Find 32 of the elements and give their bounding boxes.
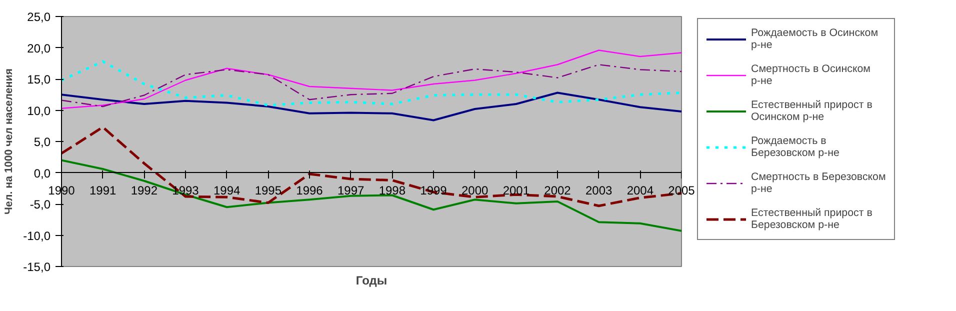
y-tick-label: -5,0 [30,198,51,212]
y-axis-title: Чел. на 1000 чел населения [3,68,16,214]
x-axis-title: Годы [356,274,388,288]
x-tick-label: 2004 [626,184,654,198]
y-tick-label: -15,0 [23,260,51,274]
x-tick-label: 1996 [296,184,324,198]
legend-label: Смертность в Осинском р-не [751,63,870,87]
y-tick-label: 20,0 [27,41,51,56]
x-tick-label: 1991 [89,184,117,198]
y-tick-label: 0,0 [34,166,51,180]
line-series [62,92,682,122]
x-tick-label: 1995 [254,184,282,198]
x-tick-label: 1994 [213,184,241,198]
legend-label: Естественный прирост в Березовском р-не [751,207,872,231]
line-series [62,50,682,109]
y-tick-label: 5,0 [34,135,51,149]
x-tick-label: 1998 [378,184,406,198]
x-tick-label: 2003 [585,184,613,198]
x-tick-label: 1992 [130,184,158,198]
x-tick-label: 2002 [544,184,572,198]
x-tick-label: 1997 [337,184,365,198]
legend-label: Рождаемость в Березовском р-не [751,135,840,159]
x-tick-label: 2001 [502,184,530,198]
y-tick-label: -10,0 [23,228,51,243]
y-tick-label: 15,0 [27,72,51,86]
x-tick-label: 2005 [668,184,696,198]
y-tick-label: 10,0 [27,104,51,118]
legend-label: Естественный прирост в Осинском р-не [751,99,872,123]
x-tick-label: 2000 [461,184,489,198]
legend-label: Рождаемость в Осинском р-не [751,27,878,51]
legend-label: Смертность в Березовском р-не [751,171,886,195]
y-tick-label: 25,0 [27,10,51,24]
